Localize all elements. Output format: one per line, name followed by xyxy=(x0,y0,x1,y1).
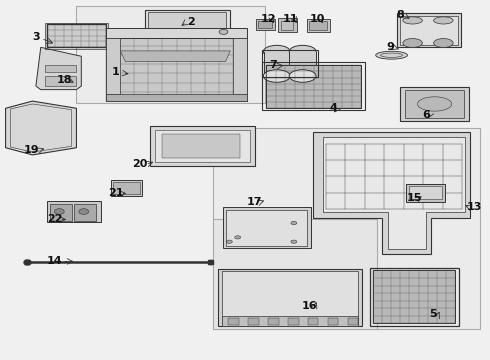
Bar xyxy=(47,24,106,47)
Bar xyxy=(155,130,250,162)
Bar xyxy=(111,180,143,196)
Ellipse shape xyxy=(403,17,422,24)
Bar xyxy=(47,201,101,222)
Bar xyxy=(148,12,226,38)
Bar xyxy=(328,318,339,325)
Text: 17: 17 xyxy=(247,197,263,207)
Ellipse shape xyxy=(291,240,297,243)
Bar xyxy=(262,50,318,77)
Text: 16: 16 xyxy=(302,301,318,311)
Bar xyxy=(45,76,76,86)
Bar xyxy=(266,65,361,108)
Bar xyxy=(228,318,239,325)
Bar xyxy=(307,19,330,32)
Text: 3: 3 xyxy=(32,32,40,42)
Ellipse shape xyxy=(219,30,228,35)
Bar xyxy=(373,270,455,323)
Bar xyxy=(113,182,140,194)
Ellipse shape xyxy=(263,70,290,82)
Bar xyxy=(233,39,247,94)
Text: 21: 21 xyxy=(108,188,123,198)
Ellipse shape xyxy=(226,240,232,243)
Ellipse shape xyxy=(291,221,297,225)
Ellipse shape xyxy=(263,45,290,58)
Text: 5: 5 xyxy=(429,310,437,319)
Bar xyxy=(258,21,272,28)
Bar xyxy=(266,65,361,108)
Text: 15: 15 xyxy=(406,193,422,203)
Bar xyxy=(400,16,458,45)
Bar xyxy=(405,90,464,118)
Bar xyxy=(310,22,327,30)
Ellipse shape xyxy=(54,209,64,215)
Bar xyxy=(218,269,362,326)
Bar xyxy=(406,184,445,202)
Bar xyxy=(288,318,298,325)
Ellipse shape xyxy=(289,45,316,58)
Text: 9: 9 xyxy=(387,42,394,52)
Bar xyxy=(213,128,480,329)
Bar xyxy=(221,271,358,324)
Text: 1: 1 xyxy=(112,67,120,77)
Bar xyxy=(106,37,247,101)
Bar xyxy=(290,51,317,76)
Bar xyxy=(281,21,294,30)
Bar xyxy=(268,318,278,325)
Text: 19: 19 xyxy=(24,144,39,154)
Text: 6: 6 xyxy=(422,111,430,121)
Ellipse shape xyxy=(434,39,453,48)
Polygon shape xyxy=(36,47,81,90)
Bar xyxy=(409,186,442,199)
Ellipse shape xyxy=(289,70,316,82)
Polygon shape xyxy=(314,132,470,253)
Text: 14: 14 xyxy=(47,256,62,266)
Bar xyxy=(47,24,106,47)
Polygon shape xyxy=(323,137,465,249)
Bar xyxy=(150,126,255,166)
Polygon shape xyxy=(121,51,230,62)
Ellipse shape xyxy=(79,209,89,215)
Bar xyxy=(400,87,469,121)
Bar xyxy=(49,204,72,221)
Bar xyxy=(106,39,121,94)
Bar xyxy=(264,51,291,76)
Text: 22: 22 xyxy=(47,215,62,224)
Bar xyxy=(397,13,461,47)
Bar xyxy=(45,23,108,49)
Ellipse shape xyxy=(434,17,453,24)
Bar xyxy=(76,6,265,103)
Text: 12: 12 xyxy=(261,14,276,24)
Bar xyxy=(308,318,319,325)
Bar xyxy=(45,65,76,72)
Bar xyxy=(74,204,96,221)
Text: 10: 10 xyxy=(310,14,325,24)
Bar xyxy=(369,268,459,325)
Bar xyxy=(278,18,297,32)
Bar xyxy=(162,134,240,158)
Bar xyxy=(221,316,358,326)
Ellipse shape xyxy=(235,236,241,239)
Text: 8: 8 xyxy=(396,10,404,20)
Bar xyxy=(256,19,275,30)
Bar xyxy=(106,28,247,39)
Polygon shape xyxy=(5,101,76,155)
Ellipse shape xyxy=(417,97,452,111)
Text: 20: 20 xyxy=(132,159,147,169)
Bar xyxy=(226,210,307,246)
Text: 7: 7 xyxy=(269,60,277,70)
Bar xyxy=(223,207,311,248)
Ellipse shape xyxy=(376,51,408,59)
Bar xyxy=(106,94,247,101)
Text: 11: 11 xyxy=(283,14,299,24)
Text: 4: 4 xyxy=(329,103,337,113)
Bar xyxy=(262,62,365,111)
Ellipse shape xyxy=(403,39,422,48)
Text: 18: 18 xyxy=(56,75,72,85)
Bar xyxy=(248,318,259,325)
Text: 2: 2 xyxy=(187,17,195,27)
Bar xyxy=(145,10,230,40)
Bar xyxy=(347,318,358,325)
Bar xyxy=(213,220,377,329)
Text: 13: 13 xyxy=(467,202,482,212)
